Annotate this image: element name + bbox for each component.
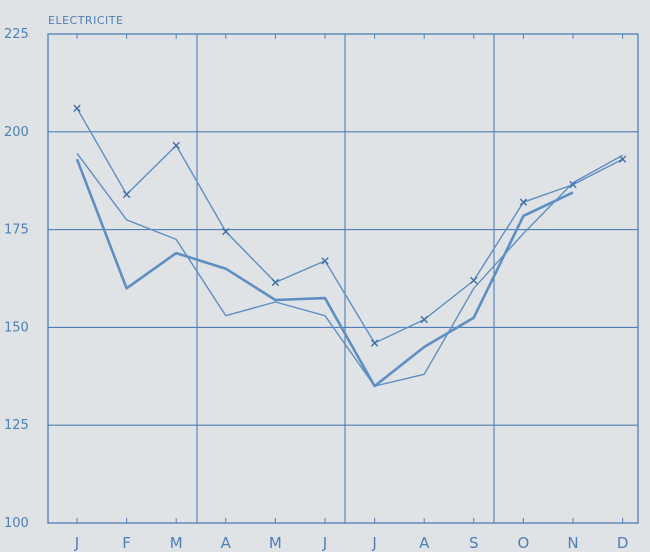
data-point-marker <box>569 180 577 189</box>
series-line-1 <box>76 107 623 344</box>
data-point-marker <box>470 276 478 285</box>
x-tick-label: A <box>419 534 430 552</box>
data-point-marker <box>321 257 329 265</box>
data-point-marker <box>172 141 180 150</box>
x-tick-label: A <box>221 534 232 552</box>
y-tick-label: 225 <box>4 27 29 42</box>
x-tick-label: O <box>517 534 529 552</box>
data-point-marker <box>122 190 131 199</box>
plot-frame <box>47 33 639 524</box>
y-tick-label: 125 <box>4 418 29 433</box>
x-tick-label: F <box>122 534 131 552</box>
x-tick-label: M <box>170 534 183 552</box>
y-tick-label: 175 <box>4 223 29 238</box>
data-point-marker <box>271 278 280 287</box>
x-tick-label: D <box>617 534 629 552</box>
y-tick-label: 100 <box>4 516 29 531</box>
data-point-marker <box>420 315 428 324</box>
data-point-marker <box>519 198 528 206</box>
y-tick-label: 150 <box>4 320 29 335</box>
y-tick-label: 200 <box>4 125 29 140</box>
x-tick-label: S <box>469 534 479 552</box>
series-line-2 <box>76 152 623 387</box>
x-tick-label: J <box>371 534 376 552</box>
data-point-marker <box>73 104 81 113</box>
data-point-marker <box>222 227 230 236</box>
chart-title: ELECTRICITE <box>48 14 123 27</box>
x-tick-label: J <box>322 534 327 552</box>
series-line-3 <box>75 158 574 388</box>
series-lines <box>73 104 627 388</box>
data-point-marker <box>370 339 379 347</box>
x-tick-label: N <box>567 534 578 552</box>
x-tick-label: J <box>74 534 79 552</box>
x-tick-label: M <box>269 534 282 552</box>
y-tick-labels: 100 125 150 175 200 225 <box>4 27 29 531</box>
grid <box>47 33 639 524</box>
